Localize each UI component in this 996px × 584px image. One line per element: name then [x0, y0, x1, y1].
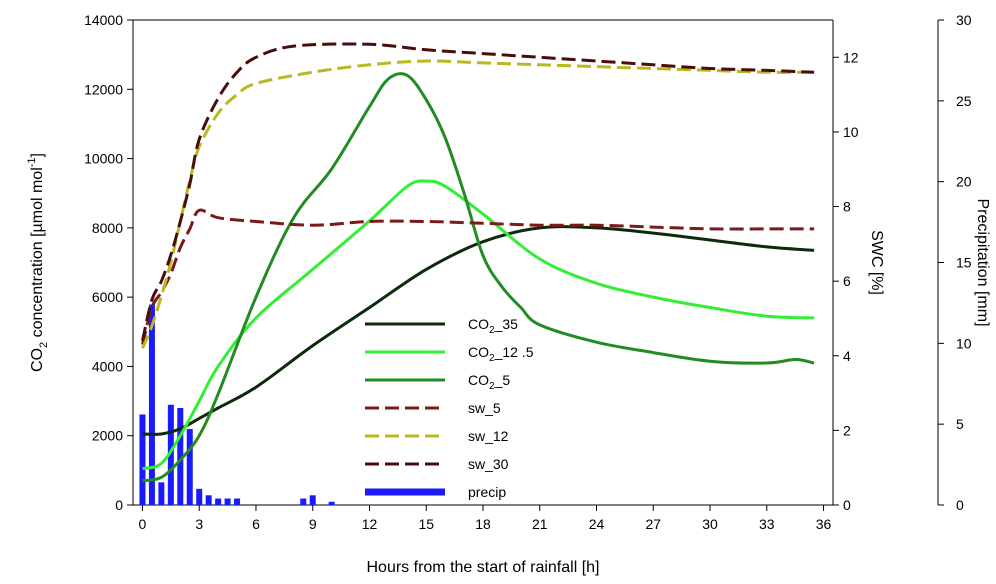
- y-right-tick-label: 5: [956, 416, 964, 432]
- legend-sub: 2: [489, 353, 495, 364]
- x-tick-label: 12: [362, 516, 378, 532]
- y-right-tick-label: 25: [956, 93, 972, 109]
- y-right-tick-label: 20: [956, 174, 972, 190]
- precip-bars: [139, 304, 335, 505]
- precip-bar: [177, 408, 184, 505]
- precip-bar: [328, 501, 335, 505]
- y-left-tick-label: 10000: [84, 151, 123, 167]
- y-axis-left-label: CO2 concentration [µmol mol-1]: [26, 153, 50, 372]
- legend-part: _5: [494, 372, 511, 388]
- label-sub: 2: [38, 342, 50, 348]
- legend-label: sw_30: [468, 456, 509, 472]
- legend-label: precip: [468, 484, 506, 500]
- y-right-tick-label: 15: [956, 255, 972, 271]
- y-right-tick-label: 10: [956, 335, 972, 351]
- y-axis-mid-label: SWC [%]: [868, 230, 885, 295]
- y-mid-tick-label: 4: [843, 348, 851, 364]
- y-mid-tick-label: 0: [843, 497, 851, 513]
- series-line-co2-5: [142, 72, 815, 483]
- series-lines: [141, 42, 815, 483]
- y-axis-right-label: Precipitation [mm]: [974, 198, 991, 326]
- x-axis-label: Hours from the start of rainfall [h]: [367, 559, 600, 576]
- y-left-tick-label: 8000: [92, 220, 123, 236]
- x-tick-label: 9: [309, 516, 317, 532]
- y-left-tick-label: 14000: [84, 12, 123, 28]
- y-left-tick-label: 2000: [92, 428, 123, 444]
- x-tick-label: 18: [475, 516, 491, 532]
- x-tick-label: 15: [418, 516, 434, 532]
- x-tick-label: 27: [645, 516, 661, 532]
- precip-bar: [215, 498, 222, 505]
- label-part: concentration [µmol mol: [29, 167, 46, 342]
- series-line-sw-30: [141, 42, 815, 342]
- label-part: ]: [29, 153, 46, 157]
- axis-labels: Hours from the start of rainfall [h] CO2 …: [26, 153, 991, 576]
- x-tick-label: 24: [589, 516, 605, 532]
- precip-bar: [234, 498, 241, 505]
- legend-part: _12 .5: [494, 344, 534, 360]
- x-tick-label: 3: [195, 516, 203, 532]
- series-line-sw-5: [141, 208, 815, 345]
- series-line-co2-12-5: [142, 179, 815, 471]
- label-part: CO: [29, 348, 46, 372]
- series-line-sw-12: [141, 59, 815, 349]
- legend-label: sw_5: [468, 400, 501, 416]
- legend-sub: 2: [489, 381, 495, 392]
- y-mid-tick-label: 12: [843, 49, 859, 65]
- y-left-tick-label: 6000: [92, 289, 123, 305]
- y-mid-tick-label: 6: [843, 273, 851, 289]
- y-right-tick-label: 30: [956, 12, 972, 28]
- axes: 0 3 6 9 12 15 18 21 24 27 30 33 36020004000600080001…: [84, 12, 972, 532]
- legend-part: CO: [468, 316, 489, 332]
- legend-part: CO: [468, 372, 489, 388]
- x-tick-label: 30: [702, 516, 718, 532]
- precip-bar: [167, 404, 174, 505]
- precip-bar: [309, 495, 316, 505]
- series-line-co2-35: [142, 225, 815, 436]
- legend-sub: 2: [489, 325, 495, 336]
- y-left-tick-label: 12000: [84, 81, 123, 97]
- precip-bar: [224, 498, 231, 505]
- y-mid-tick-label: 8: [843, 199, 851, 215]
- x-tick-label: 36: [816, 516, 832, 532]
- y-right-tick-label: 0: [956, 497, 964, 513]
- precip-bar: [205, 495, 212, 505]
- precip-bar: [196, 488, 203, 505]
- precip-bar: [139, 414, 146, 505]
- legend-part: CO: [468, 344, 489, 360]
- y-mid-tick-label: 2: [843, 422, 851, 438]
- legend-label: CO2_35: [468, 316, 518, 336]
- x-tick-label: 6: [252, 516, 260, 532]
- legend-label: CO2_12 .5: [468, 344, 534, 364]
- precip-bar: [148, 304, 155, 505]
- legend-label: sw_12: [468, 428, 509, 444]
- precip-bar: [158, 482, 165, 505]
- x-tick-label: 0: [139, 516, 147, 532]
- x-tick-label: 21: [532, 516, 548, 532]
- precip-bar: [300, 498, 307, 505]
- legend-label: CO2_5: [468, 372, 510, 392]
- legend-part: _35: [494, 316, 519, 332]
- precip-bar: [186, 429, 193, 505]
- y-left-tick-label: 4000: [92, 358, 123, 374]
- x-tick-label: 33: [759, 516, 775, 532]
- label-sup: -1: [26, 157, 38, 167]
- y-left-tick-label: 0: [115, 497, 123, 513]
- y-mid-tick-label: 10: [843, 124, 859, 140]
